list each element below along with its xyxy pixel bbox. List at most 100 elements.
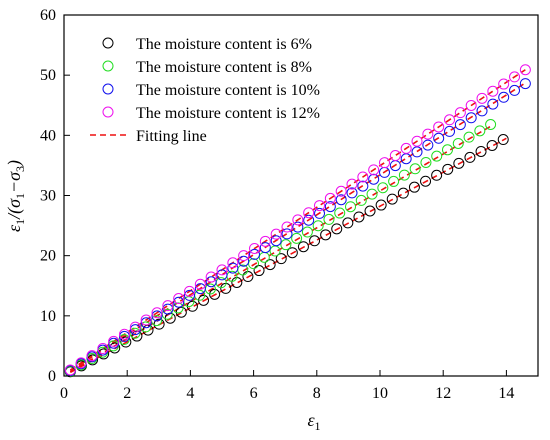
data-point xyxy=(205,271,217,283)
data-point xyxy=(140,314,152,326)
legend-marker xyxy=(102,37,114,49)
data-point xyxy=(97,343,109,355)
y-tick-label: 10 xyxy=(40,308,56,325)
data-point xyxy=(231,276,243,288)
y-tick-label: 0 xyxy=(48,368,56,385)
data-point xyxy=(485,119,497,131)
data-point xyxy=(335,194,347,206)
data-point xyxy=(142,324,154,336)
data-point xyxy=(465,99,477,111)
data-point xyxy=(355,194,367,206)
data-point xyxy=(227,257,239,269)
data-point xyxy=(140,317,152,329)
legend-marker xyxy=(102,83,114,95)
data-point xyxy=(216,269,228,281)
data-point xyxy=(320,229,332,241)
data-point xyxy=(368,164,380,176)
data-point xyxy=(420,175,432,187)
data-point xyxy=(194,283,206,295)
x-axis-label: ε1 xyxy=(307,410,320,433)
data-point xyxy=(183,289,195,301)
data-point xyxy=(120,336,132,348)
data-point xyxy=(335,185,347,197)
data-point xyxy=(453,157,465,169)
data-point xyxy=(131,330,143,342)
fitting-line xyxy=(69,137,507,374)
data-point xyxy=(249,242,261,254)
data-point xyxy=(194,278,206,290)
data-point xyxy=(377,182,389,194)
data-point xyxy=(297,241,309,253)
data-point xyxy=(275,253,287,265)
data-point xyxy=(433,132,445,144)
data-point xyxy=(259,235,271,247)
legend-label: The moisture content is 12% xyxy=(136,105,320,122)
data-point xyxy=(323,213,335,225)
data-point xyxy=(205,276,217,288)
x-tick-label: 0 xyxy=(60,385,68,402)
data-point xyxy=(357,180,369,192)
data-point xyxy=(345,201,357,213)
legend-marker xyxy=(102,106,114,118)
data-point xyxy=(441,144,453,156)
data-point xyxy=(227,262,239,274)
data-point xyxy=(238,255,250,267)
x-tick-label: 12 xyxy=(435,385,451,402)
data-point xyxy=(129,321,141,333)
data-point xyxy=(375,199,387,211)
data-point xyxy=(420,156,432,168)
data-point xyxy=(465,112,477,124)
data-point xyxy=(379,157,391,169)
data-point xyxy=(422,128,434,140)
data-point xyxy=(303,214,315,226)
legend-label: The moisture content is 6% xyxy=(136,36,312,53)
data-point xyxy=(314,207,326,219)
data-point xyxy=(463,131,475,143)
fitting-line xyxy=(69,69,526,371)
data-point xyxy=(368,173,380,185)
data-point xyxy=(151,310,163,322)
data-point xyxy=(357,171,369,183)
data-point xyxy=(249,248,261,260)
data-point xyxy=(253,265,265,277)
data-point xyxy=(312,220,324,232)
data-point xyxy=(258,251,270,263)
data-point xyxy=(519,64,531,76)
data-point xyxy=(173,296,185,308)
legend-marker xyxy=(102,60,114,72)
data-point xyxy=(498,91,510,103)
data-point xyxy=(442,163,454,175)
data-point xyxy=(161,308,173,320)
data-point xyxy=(281,221,293,233)
data-point xyxy=(153,318,165,330)
data-point xyxy=(476,92,488,104)
data-point xyxy=(519,78,531,90)
data-point xyxy=(259,242,271,254)
y-tick-label: 30 xyxy=(40,188,56,205)
data-point xyxy=(173,292,185,304)
data-point xyxy=(342,217,354,229)
data-point xyxy=(388,175,400,187)
data-point xyxy=(454,107,466,119)
y-tick-label: 60 xyxy=(40,7,56,24)
data-point xyxy=(292,214,304,226)
data-point xyxy=(162,303,174,315)
data-point xyxy=(408,181,420,193)
data-point xyxy=(409,163,421,175)
data-point xyxy=(301,226,313,238)
data-point xyxy=(476,105,488,117)
data-point xyxy=(216,264,228,276)
data-point xyxy=(346,178,358,190)
data-point xyxy=(398,169,410,181)
data-point xyxy=(64,364,76,376)
data-point xyxy=(129,324,141,336)
data-point xyxy=(366,188,378,200)
data-point xyxy=(264,259,276,271)
data-point xyxy=(397,187,409,199)
x-tick-label: 8 xyxy=(313,385,321,402)
data-point xyxy=(162,300,174,312)
data-point xyxy=(509,84,521,96)
data-point xyxy=(331,223,343,235)
y-tick-label: 50 xyxy=(40,67,56,84)
